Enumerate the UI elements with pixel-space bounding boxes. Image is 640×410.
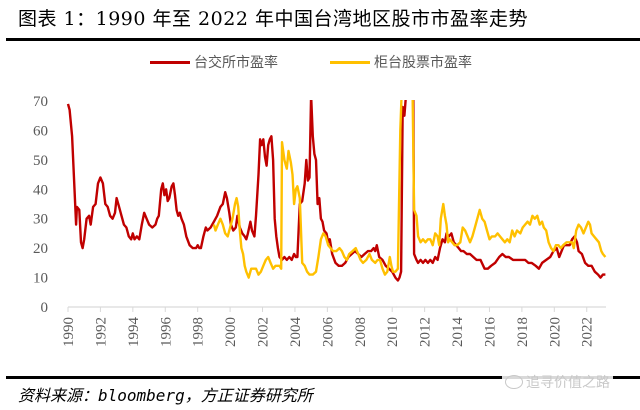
y-tick-label: 50 bbox=[33, 153, 48, 169]
chart-legend: 台交所市盈率 柜台股票市盈率 bbox=[0, 52, 640, 74]
y-tick-label: 70 bbox=[33, 94, 48, 110]
series-line-otc bbox=[212, 100, 607, 279]
legend-swatch-otc bbox=[330, 60, 370, 64]
legend-label-twse: 台交所市盈率 bbox=[194, 55, 278, 71]
x-tick-label: 2000 bbox=[223, 317, 239, 347]
figure-title: 图表 1：1990 年至 2022 年中国台湾地区股市市盈率走势 bbox=[18, 8, 528, 30]
x-axis: 1990 1992 1994 1996 1998 2000 2002 2004 2006 2008… bbox=[61, 306, 606, 348]
x-tick-label: 2016 bbox=[482, 317, 498, 348]
x-tick-label: 1990 bbox=[61, 317, 77, 347]
watermark-text: 追寻价值之路 bbox=[526, 375, 610, 391]
y-axis: 0 10 20 30 40 50 60 70 bbox=[33, 94, 48, 316]
x-tick-label: 1994 bbox=[126, 317, 142, 348]
series-line-twse bbox=[66, 100, 606, 282]
y-tick-label: 60 bbox=[33, 123, 48, 139]
x-tick-label: 2018 bbox=[515, 317, 531, 347]
legend-label-otc: 柜台股票市盈率 bbox=[374, 55, 472, 71]
x-tick-label: 2006 bbox=[320, 317, 336, 348]
y-tick-label: 0 bbox=[41, 300, 49, 316]
y-tick-label: 40 bbox=[33, 182, 48, 198]
legend-item-twse: 台交所市盈率 bbox=[150, 52, 278, 72]
x-tick-label: 1998 bbox=[191, 317, 207, 347]
title-divider bbox=[6, 38, 640, 41]
source-note: 资料来源：bloomberg，方正证券研究所 bbox=[18, 386, 313, 405]
x-tick-label: 2002 bbox=[256, 317, 272, 347]
plot-area bbox=[66, 100, 607, 282]
y-tick-label: 20 bbox=[33, 241, 48, 257]
y-tick-label: 10 bbox=[33, 271, 48, 287]
x-tick-label: 2022 bbox=[580, 317, 596, 347]
x-tick-label: 2014 bbox=[450, 317, 466, 348]
y-tick-label: 30 bbox=[33, 212, 48, 228]
x-tick-label: 1992 bbox=[93, 317, 109, 347]
x-tick-label: 2020 bbox=[547, 317, 563, 347]
x-tick-label: 2004 bbox=[288, 317, 304, 348]
watermark: 追寻价值之路 bbox=[502, 372, 613, 392]
source-divider bbox=[6, 376, 640, 379]
legend-item-otc: 柜台股票市盈率 bbox=[330, 52, 472, 72]
x-tick-label: 2008 bbox=[353, 317, 369, 347]
x-tick-label: 2012 bbox=[418, 317, 434, 347]
x-tick-label: 1996 bbox=[158, 317, 174, 348]
wechat-icon bbox=[505, 375, 523, 389]
legend-swatch-twse bbox=[150, 60, 190, 64]
x-tick-label: 2010 bbox=[385, 317, 401, 347]
